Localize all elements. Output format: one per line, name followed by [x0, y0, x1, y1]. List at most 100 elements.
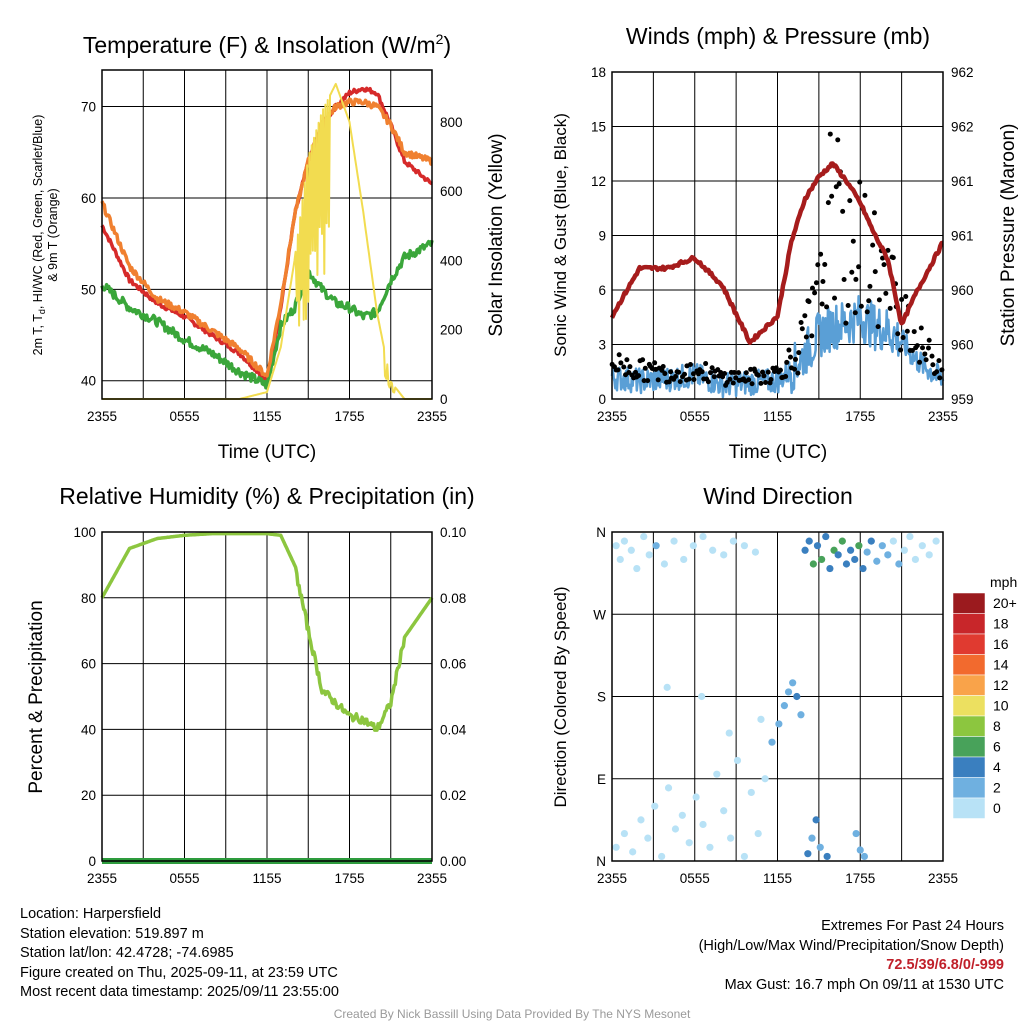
- direction-point: [805, 537, 813, 545]
- wind-ylabel-left: Sonic Wind & Gust (Blue, Black): [551, 113, 570, 357]
- direction-point: [768, 738, 776, 746]
- direction-point: [637, 816, 645, 824]
- direction-point: [780, 702, 788, 710]
- extremes-legend: (High/Low/Max Wind/Precipitation/Snow De…: [698, 937, 1004, 954]
- direction-point: [660, 560, 669, 568]
- gust-point: [673, 374, 679, 380]
- dir-x-tick-label: 2355: [928, 871, 958, 886]
- colorbar-swatch: [952, 633, 986, 655]
- direction-point: [809, 560, 817, 568]
- gust-point: [773, 365, 779, 371]
- direction-point: [685, 839, 693, 847]
- gust-point: [832, 295, 838, 301]
- gust-point: [786, 347, 792, 353]
- gust-point: [730, 380, 736, 386]
- wind-y-tick-label: 18: [591, 65, 606, 80]
- gust-point: [824, 304, 830, 310]
- direction-point: [740, 542, 749, 550]
- gust-point: [616, 352, 622, 358]
- wind-x-tick-label: 0555: [680, 409, 710, 424]
- colorbar-swatch: [952, 756, 986, 778]
- dir-y-tick-label: S: [597, 690, 606, 705]
- colorbar-label: 14: [993, 657, 1009, 673]
- gust-point: [835, 137, 841, 143]
- temp-ylabel-line2: & 9m T (Orange): [46, 188, 60, 281]
- rh-y-tick-label: 80: [81, 591, 96, 606]
- direction-point: [822, 532, 830, 541]
- gust-point: [792, 356, 798, 362]
- gust-point: [866, 298, 872, 304]
- colorbar-label: 12: [993, 677, 1009, 693]
- direction-point: [859, 564, 867, 573]
- rh-y2-tick-label: 0.02: [440, 788, 466, 803]
- direction-point: [720, 551, 728, 559]
- rh-x-tick-label: 2355: [417, 871, 447, 886]
- wind-y2-tick-label: 961: [951, 229, 974, 244]
- gust-point: [784, 359, 790, 365]
- direction-point: [793, 692, 801, 701]
- direction-point: [813, 542, 822, 550]
- recent-data-text: Most recent data timestamp: 2025/09/11 2…: [20, 984, 339, 1000]
- colorbar-label: 18: [993, 616, 1009, 632]
- gust-point: [904, 328, 910, 334]
- gust-point: [615, 367, 621, 373]
- temp-series-line: [100, 97, 433, 378]
- wind-y2-tick-label: 960: [951, 283, 974, 298]
- temp-ylabel-sub: d: [37, 309, 47, 314]
- gust-point: [686, 376, 692, 382]
- gust-point: [822, 261, 828, 267]
- temperature-panel: 2355 0555 1155 1755 2355 40 50 60 70 0 200 400 600 80…: [31, 31, 507, 463]
- gust-point: [909, 347, 915, 353]
- temp-x-tick-label: 2355: [417, 409, 447, 424]
- direction-point: [775, 720, 783, 728]
- wind-y2-tick-label: 962: [951, 120, 974, 135]
- gust-point: [803, 334, 809, 340]
- direction-point: [856, 846, 864, 854]
- gust-point: [711, 374, 717, 380]
- gust-point: [815, 262, 821, 268]
- direction-point: [664, 784, 673, 792]
- direction-point: [699, 532, 707, 541]
- direction-point: [932, 537, 940, 545]
- gust-point: [731, 370, 737, 376]
- temp-xlabel: Time (UTC): [218, 442, 317, 463]
- gust-point: [708, 370, 714, 376]
- gust-point: [829, 193, 835, 199]
- temp-title-main: Temperature (F) & Insolation (W/m: [83, 32, 436, 58]
- colorbar-swatch: [952, 674, 986, 696]
- direction-point: [670, 537, 678, 545]
- gust-point: [749, 381, 755, 387]
- gust-point: [852, 310, 858, 316]
- direction-point: [729, 537, 737, 545]
- gust-point: [890, 255, 896, 261]
- direction-point: [911, 555, 920, 564]
- direction-point: [645, 551, 653, 559]
- temp-ylabel-part: 2m T, T: [31, 314, 45, 356]
- direction-point: [706, 843, 714, 851]
- gust-point: [813, 280, 819, 286]
- gust-point: [666, 379, 672, 385]
- temp-title: Temperature (F) & Insolation (W/m2): [83, 31, 451, 58]
- dir-x-tick-label: 1155: [763, 871, 792, 886]
- gust-point: [870, 242, 876, 248]
- wind-ylabel-right: Station Pressure (Maroon): [998, 124, 1019, 347]
- dir-y-tick-label: E: [597, 772, 606, 787]
- gust-point: [819, 301, 825, 307]
- direction-point: [884, 551, 892, 559]
- rh-y2-tick-label: 0.08: [440, 591, 466, 606]
- direction-point: [663, 683, 671, 691]
- direction-point: [713, 770, 721, 778]
- extremes-values: 72.5/39/6.8/0/-999: [886, 957, 1004, 973]
- gust-point: [887, 305, 893, 311]
- gust-point: [705, 379, 711, 385]
- colorbar-label: 6: [993, 739, 1001, 755]
- gust-point: [758, 380, 764, 386]
- direction-point: [860, 852, 868, 861]
- colorbar-swatch: [952, 736, 986, 758]
- gust-point: [820, 279, 826, 285]
- gust-point: [875, 324, 881, 330]
- gust-point: [733, 375, 739, 381]
- gust-point: [806, 299, 812, 305]
- gust-point: [798, 320, 804, 326]
- gust-point: [825, 200, 831, 206]
